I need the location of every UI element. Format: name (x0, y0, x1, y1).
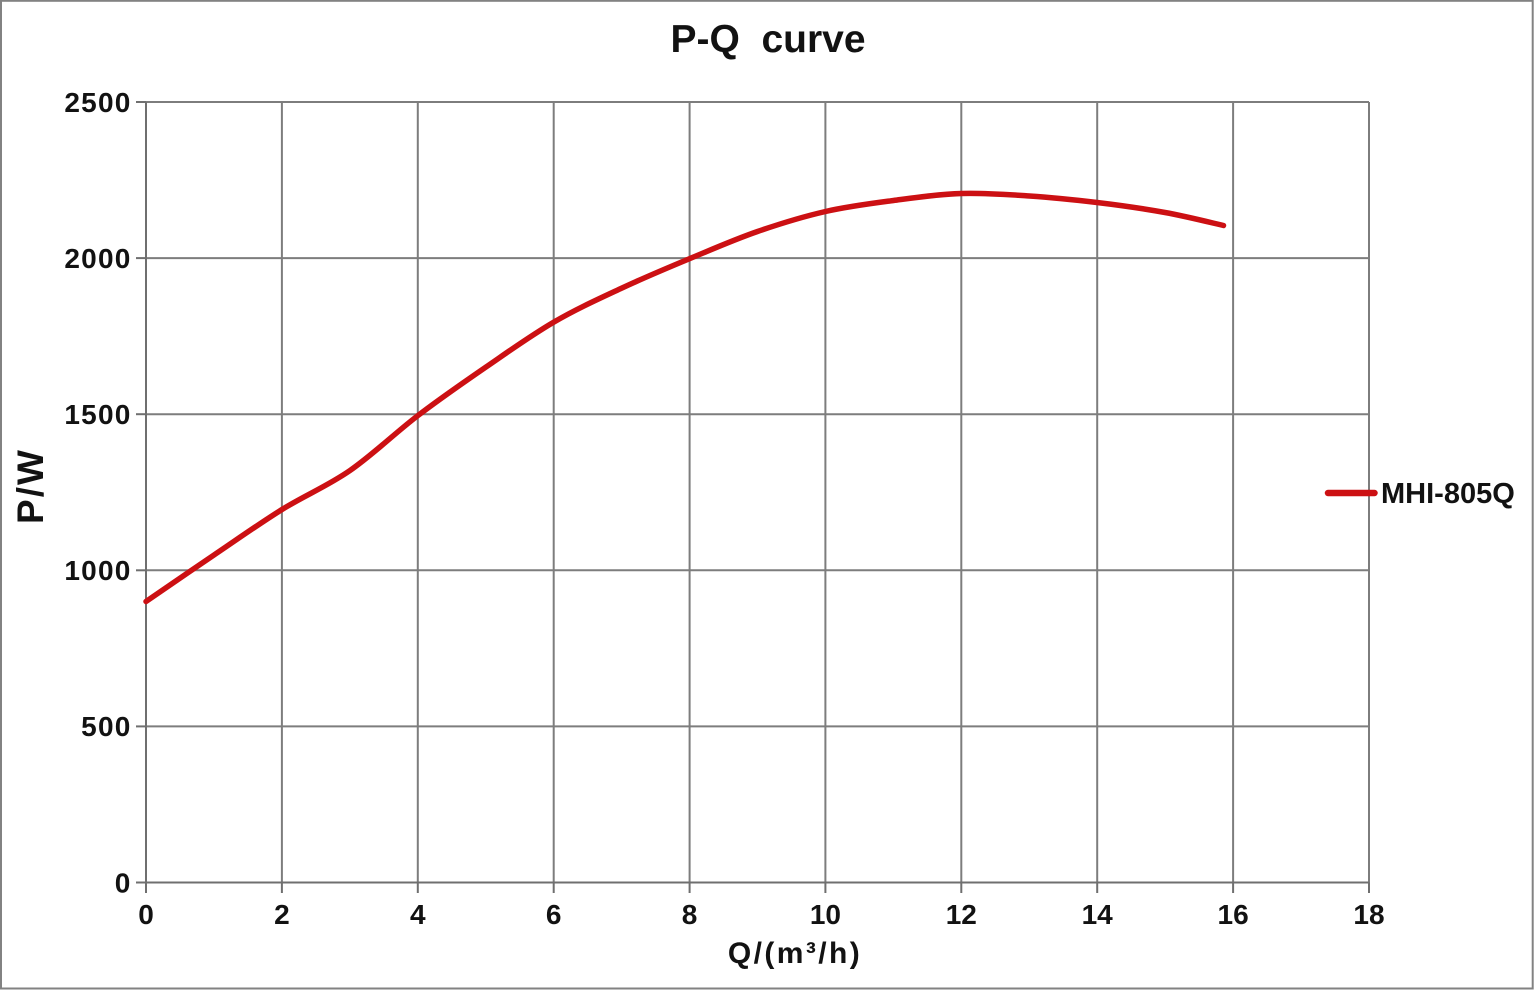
svg-text:1000: 1000 (64, 555, 131, 586)
svg-text:MHI-805Q: MHI-805Q (1381, 478, 1515, 510)
svg-text:2500: 2500 (64, 87, 131, 118)
svg-text:1500: 1500 (64, 399, 131, 430)
svg-text:2: 2 (274, 899, 290, 930)
svg-text:500: 500 (81, 711, 131, 742)
svg-text:0: 0 (138, 899, 154, 930)
svg-text:0: 0 (115, 867, 132, 898)
svg-text:6: 6 (546, 899, 562, 930)
svg-text:18: 18 (1353, 899, 1384, 930)
svg-text:14: 14 (1082, 899, 1114, 930)
svg-text:Q/(m³/h): Q/(m³/h) (728, 937, 862, 970)
svg-text:P/W: P/W (10, 448, 51, 524)
svg-text:2000: 2000 (64, 243, 131, 274)
svg-text:16: 16 (1218, 899, 1249, 930)
svg-text:12: 12 (946, 899, 977, 930)
svg-text:8: 8 (682, 899, 698, 930)
svg-text:P-Q curve: P-Q curve (670, 18, 865, 61)
svg-text:10: 10 (810, 899, 841, 930)
svg-text:4: 4 (410, 899, 426, 930)
